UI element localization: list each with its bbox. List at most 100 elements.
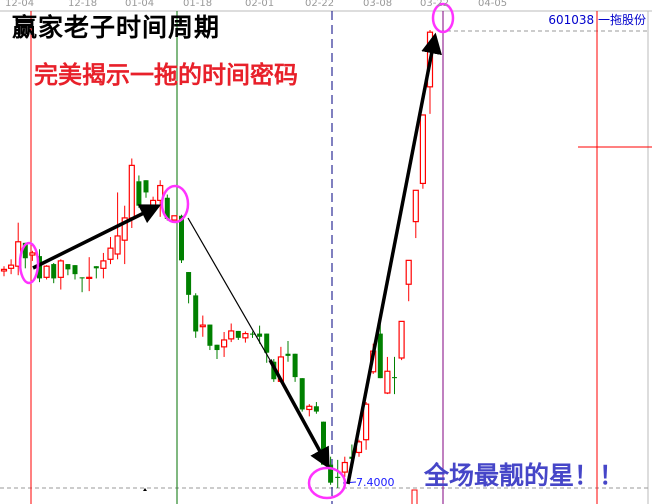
arrow-fall <box>187 217 271 361</box>
candle-42 <box>299 378 305 412</box>
candle-19 <box>136 175 142 208</box>
candle-body <box>186 272 192 295</box>
candle-32 <box>228 323 235 343</box>
candle-body <box>143 180 149 193</box>
candle-12 <box>86 257 93 292</box>
candle-15 <box>107 237 114 265</box>
candle-48 <box>341 456 348 477</box>
highlight-circles <box>18 2 455 500</box>
candle-body <box>228 330 235 340</box>
candle-26 <box>186 272 192 304</box>
candle-body <box>419 114 426 185</box>
candle-9 <box>65 264 71 276</box>
candle-body <box>72 265 78 275</box>
candle-44 <box>313 402 319 414</box>
candle-27 <box>193 293 199 338</box>
arrow-rise-2 <box>346 32 442 485</box>
candle-body <box>292 353 298 378</box>
candle-body <box>250 333 255 335</box>
candle-body <box>214 344 220 351</box>
candle-53 <box>377 316 383 379</box>
candle-body <box>321 421 326 465</box>
candle-31 <box>221 331 228 357</box>
candle-body <box>207 324 213 346</box>
trend-arrows <box>32 32 442 485</box>
highlight-circle-3 <box>307 466 347 500</box>
date-tick-label: 01-04 <box>125 0 155 9</box>
candle-14 <box>100 252 107 279</box>
candle-body <box>79 277 85 279</box>
candle-body <box>8 264 15 269</box>
candle-body <box>257 333 263 337</box>
annotation-text: 全场最靓的星！！ <box>424 461 625 490</box>
candle-body <box>335 476 341 478</box>
candle-body <box>235 330 241 338</box>
candle-body <box>107 247 114 260</box>
candle-17 <box>121 205 128 265</box>
candle-10 <box>72 265 78 280</box>
candle-35 <box>250 331 255 338</box>
candle-51 <box>363 402 370 450</box>
candle-body <box>100 260 107 269</box>
low-price-label: 7.4000 <box>356 476 395 489</box>
highlight-circle-2 <box>160 184 190 224</box>
candle-59 <box>419 114 426 189</box>
candle-0 <box>0 266 8 277</box>
candle-body <box>171 215 178 221</box>
candle-28 <box>199 315 206 337</box>
date-tick-label: 02-01 <box>245 0 275 9</box>
candle-24 <box>171 215 178 221</box>
highlight-circle-1 <box>18 241 40 285</box>
chart-title: 赢家老子时间周期 <box>12 13 221 42</box>
candle-54 <box>384 356 391 395</box>
candle-body <box>264 333 270 353</box>
candle-body <box>37 256 42 279</box>
date-tick-label: 04-05 <box>478 0 508 9</box>
candle-body <box>242 332 249 339</box>
candle-40 <box>285 341 291 362</box>
candle-7 <box>51 263 57 284</box>
arrow-rise-1 <box>32 204 162 270</box>
candle-56 <box>398 320 405 361</box>
candle-20 <box>143 180 149 198</box>
candle-body <box>341 461 348 473</box>
candle-body <box>57 260 64 278</box>
candle-body <box>377 333 383 379</box>
candle-body <box>299 378 305 410</box>
candle-36 <box>257 325 263 344</box>
candle-25 <box>179 214 184 264</box>
date-tick-label: 12-18 <box>68 0 98 9</box>
candle-body <box>193 295 199 332</box>
candle-3 <box>22 242 28 269</box>
candle-body <box>164 197 170 219</box>
candle-58 <box>412 189 419 239</box>
candle-33 <box>235 330 241 340</box>
candle-body <box>221 339 228 348</box>
candle-body <box>405 259 412 285</box>
candle-body <box>398 320 405 359</box>
candle-body <box>114 235 121 255</box>
candle-8 <box>57 259 64 290</box>
date-tick-label: 03-08 <box>363 0 393 9</box>
arrow-fall-thick <box>268 359 330 470</box>
chart-frame <box>0 10 652 504</box>
date-tick-label: 12-04 <box>5 0 35 9</box>
candle-body <box>22 242 28 259</box>
candle-37 <box>264 333 270 363</box>
candle-body <box>179 215 184 261</box>
candle-body <box>363 403 370 441</box>
candle-body <box>86 276 93 279</box>
candle-body <box>328 464 334 483</box>
candle-body <box>306 405 313 411</box>
candle-body <box>29 252 36 256</box>
candle-4 <box>29 250 36 261</box>
chart-subtitle: 完美揭示一拖的时间密码 <box>34 61 298 89</box>
candle-body <box>392 377 397 379</box>
candle-body <box>199 324 206 328</box>
candle-34 <box>242 331 249 343</box>
date-tick-label: 03-22 <box>420 0 450 9</box>
candle-11 <box>79 277 85 293</box>
candle-1 <box>8 259 15 275</box>
